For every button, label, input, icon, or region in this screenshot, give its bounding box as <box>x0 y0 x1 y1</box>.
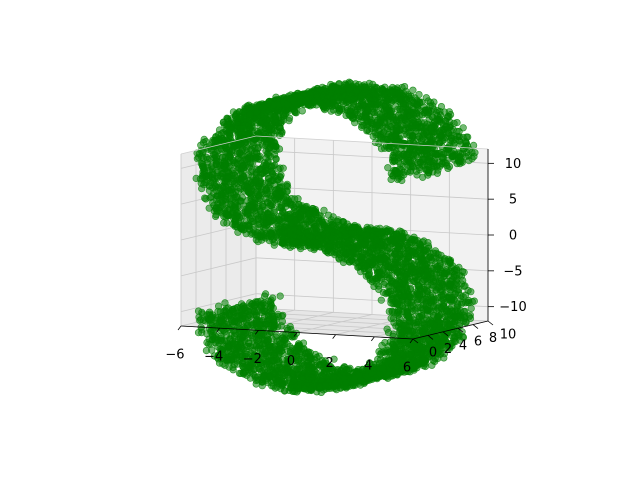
scatter-point <box>234 312 242 320</box>
scatter-point <box>267 300 275 308</box>
scatter-point <box>436 131 444 139</box>
scatter-point <box>238 334 247 342</box>
scatter-point <box>416 166 424 174</box>
scatter-point <box>406 352 414 360</box>
scatter-point <box>385 245 393 253</box>
scatter-point <box>236 326 244 334</box>
scatter-point <box>391 250 399 258</box>
grid-z-side <box>180 257 257 277</box>
scatter-point <box>424 97 432 105</box>
grid-x-floor <box>296 314 373 333</box>
scatter-point <box>268 177 276 185</box>
scatter-point <box>439 154 448 162</box>
scatter-point <box>441 257 449 265</box>
scatter-point <box>330 355 338 363</box>
scatter-point <box>451 289 459 297</box>
scatter-point <box>298 107 306 115</box>
scatter-point <box>465 152 473 160</box>
scatter-point <box>455 330 463 338</box>
scatter-point <box>450 271 459 279</box>
scatter-point <box>237 176 245 184</box>
scatter-point <box>396 245 404 253</box>
scatter-point <box>247 190 255 198</box>
scatter-point <box>276 164 284 172</box>
scatter-point <box>291 108 299 116</box>
scatter-point <box>433 169 442 177</box>
scatter-point <box>240 166 248 174</box>
scatter-point <box>467 304 475 313</box>
scatter-point <box>320 206 328 214</box>
scatter-point <box>264 159 272 167</box>
scatter-point <box>284 182 292 191</box>
scatter-point <box>396 273 404 281</box>
scatter-point <box>243 210 251 218</box>
grid-z-back <box>255 185 489 200</box>
scatter-point <box>272 333 280 341</box>
scatter-point <box>276 292 284 300</box>
scatter-point <box>256 321 264 330</box>
scatter-point <box>434 117 442 125</box>
scatter-point <box>278 202 286 210</box>
scatter-point <box>422 305 430 314</box>
scatter-point <box>412 253 420 261</box>
scatter-point <box>389 116 398 125</box>
scatter-point <box>395 95 403 103</box>
scatter-point <box>239 317 247 325</box>
scatter-point <box>288 333 296 341</box>
scatter-point <box>234 150 242 158</box>
scatter-point <box>242 202 250 210</box>
scatter-point <box>422 246 430 254</box>
scatter-point <box>411 293 419 301</box>
scatter-point <box>406 298 414 306</box>
scatter-point <box>406 285 414 293</box>
scatter-point <box>440 303 448 311</box>
scatter-point <box>453 132 461 140</box>
scatter-point <box>283 324 291 332</box>
scatter-point <box>295 201 303 209</box>
scatter-point <box>435 139 443 147</box>
scatter-point <box>419 173 427 181</box>
scatter-point <box>461 142 470 150</box>
scatter-point <box>396 105 404 113</box>
scatter-point <box>438 291 446 300</box>
scatter-point <box>403 131 411 139</box>
scatter-point <box>264 126 272 134</box>
scatter-point <box>414 154 422 162</box>
scatter-point <box>451 156 459 164</box>
scatter-point <box>416 134 424 142</box>
scatter-point <box>261 307 269 315</box>
scatter-point <box>411 277 419 286</box>
scatter-points <box>192 78 479 397</box>
scatter-point <box>275 124 284 132</box>
scatter-point <box>408 235 416 244</box>
scatter-point <box>243 145 251 153</box>
scatter-point <box>278 317 287 326</box>
scatter-point <box>435 254 443 262</box>
